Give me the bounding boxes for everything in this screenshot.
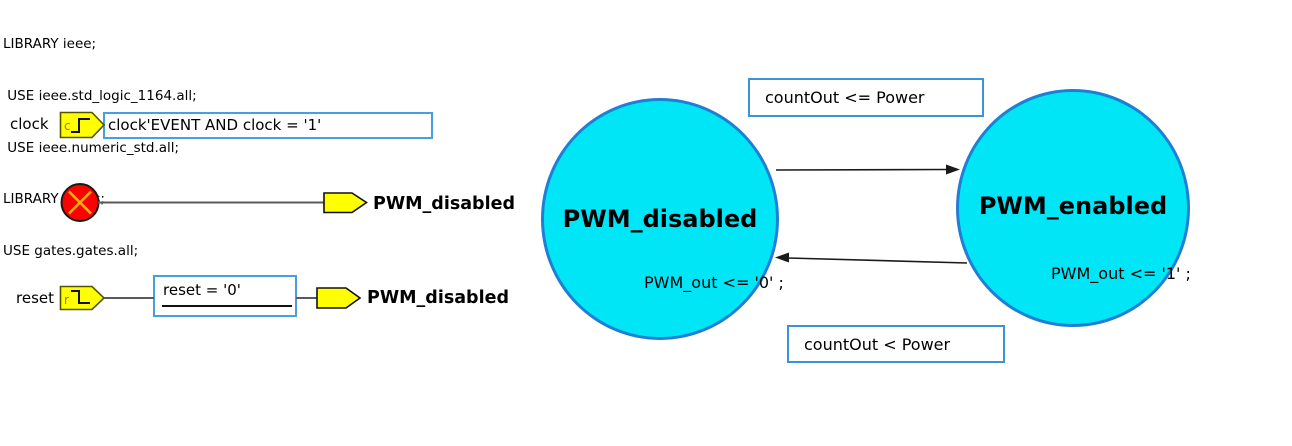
clock-condition-box[interactable]: clock'EVENT AND clock = '1' <box>103 112 433 139</box>
code-line: USE ieee.std_logic_1164.all; <box>3 88 197 105</box>
transition-condition-text: countOut < Power <box>804 334 951 354</box>
code-line: USE ieee.numeric_std.all; <box>3 139 180 156</box>
transition-arrow-to-enabled[interactable] <box>775 164 960 175</box>
state-action-text: PWM_out <= '0' ; <box>644 273 784 292</box>
reset-falling-edge-tag-icon[interactable]: r <box>59 285 106 311</box>
transition-arrow-to-disabled[interactable] <box>775 252 968 264</box>
code-line: LIBRARY ieee; <box>3 36 97 53</box>
transition-condition-text: countOut <= Power <box>765 88 925 107</box>
reset-condition-box[interactable]: reset = '0' <box>153 275 297 317</box>
clock-rising-edge-tag-icon[interactable]: c <box>59 111 106 139</box>
reset-tag-letter: r <box>64 293 69 307</box>
state-name-label: PWM_disabled <box>562 205 758 233</box>
init-state-marker-icon[interactable] <box>60 183 100 222</box>
state-action-text: PWM_out <= '1' ; <box>1051 264 1191 283</box>
state-pwm-enabled[interactable]: PWM_enabled PWM_out <= '1' ; <box>956 89 1191 327</box>
init-target-arrow-icon[interactable] <box>323 192 368 214</box>
transition-condition-box-to-disabled[interactable]: countOut < Power <box>787 325 1005 363</box>
reset-signal-label: reset <box>16 289 54 307</box>
clock-condition-text: clock'EVENT AND clock = '1' <box>108 116 322 134</box>
reset-target-state-label: PWM_disabled <box>367 288 509 308</box>
reset-condition-text: reset = '0' <box>163 281 241 299</box>
transition-condition-box-to-enabled[interactable]: countOut <= Power <box>748 78 984 117</box>
condition-action-divider <box>162 305 292 307</box>
reset-target-arrow-icon[interactable] <box>316 287 362 309</box>
clock-tag-letter: c <box>64 119 71 133</box>
state-pwm-disabled[interactable]: PWM_disabled PWM_out <= '0' ; <box>541 98 784 340</box>
clock-signal-label: clock <box>10 115 49 133</box>
code-line: USE gates.gates.all; <box>3 242 139 259</box>
state-name-label: PWM_enabled <box>978 192 1168 220</box>
init-target-state-label: PWM_disabled <box>373 194 515 214</box>
